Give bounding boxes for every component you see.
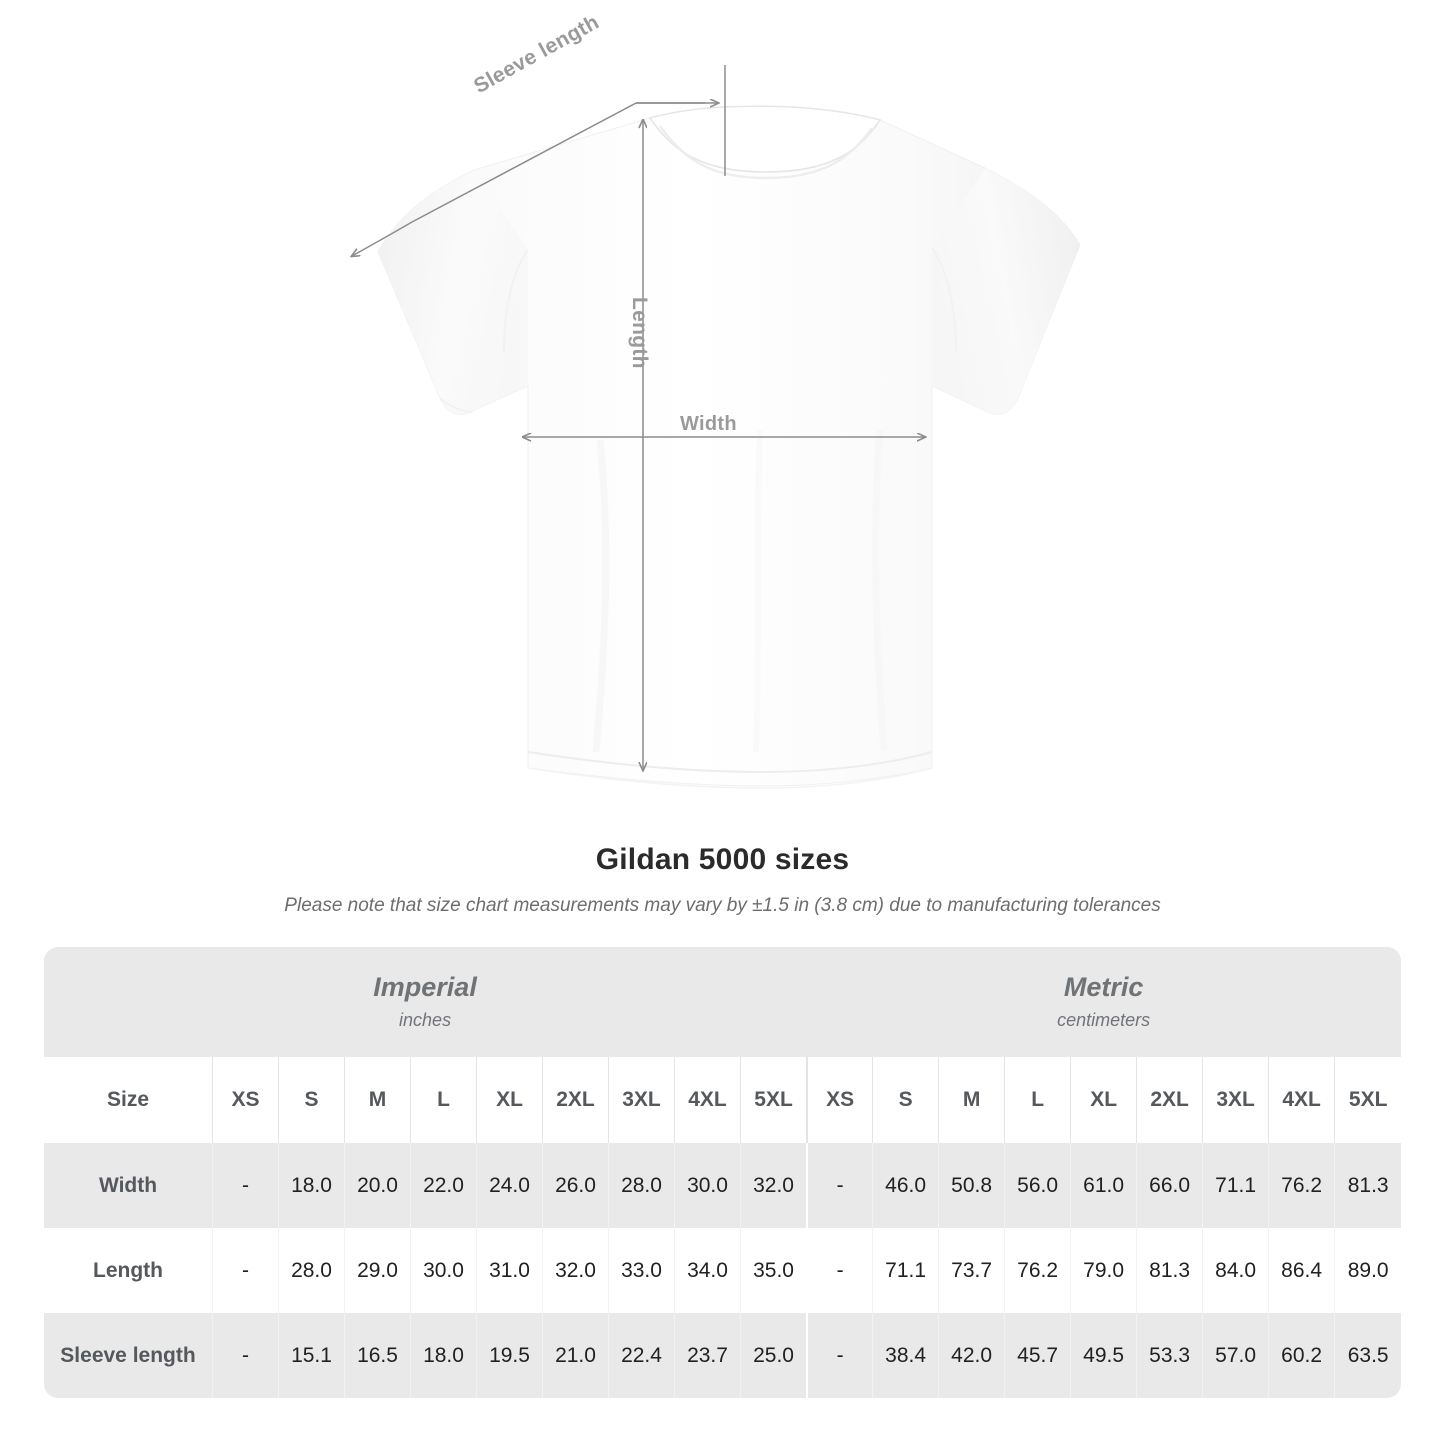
table-row: Width - 18.0 20.0 22.0 24.0 26.0 28.0 30…: [44, 1143, 1402, 1228]
cell-sleeve-imperial-3xl: 22.4: [608, 1313, 674, 1398]
cell-length-imperial-l: 30.0: [410, 1228, 476, 1313]
header-metric-4xl: 4XL: [1268, 1057, 1335, 1143]
width-label: Width: [680, 413, 737, 435]
row-label-width: Width: [44, 1143, 212, 1228]
cell-sleeve-imperial-xs: -: [212, 1313, 278, 1398]
cell-sleeve-imperial-4xl: 23.7: [674, 1313, 740, 1398]
cell-sleeve-metric-xl: 49.5: [1070, 1313, 1137, 1398]
cell-length-imperial-m: 29.0: [344, 1228, 410, 1313]
cell-width-imperial-3xl: 28.0: [608, 1143, 674, 1228]
cell-length-metric-4xl: 86.4: [1268, 1228, 1335, 1313]
cell-sleeve-metric-l: 45.7: [1004, 1313, 1071, 1398]
cell-sleeve-metric-m: 42.0: [938, 1313, 1005, 1398]
unit-name-metric: Metric: [1063, 971, 1144, 1002]
cell-width-metric-m: 50.8: [938, 1143, 1005, 1228]
tolerance-note: Please note that size chart measurements…: [284, 895, 1161, 916]
cell-sleeve-imperial-l: 18.0: [410, 1313, 476, 1398]
header-metric-m: M: [938, 1057, 1005, 1143]
cell-width-metric-3xl: 71.1: [1202, 1143, 1269, 1228]
header-metric-3xl: 3XL: [1202, 1057, 1269, 1143]
tshirt-illustration: Sleeve length Length Width: [0, 10, 1081, 789]
header-imperial-4xl: 4XL: [674, 1057, 740, 1143]
unit-header-row: Imperial inches Metric centimeters: [44, 947, 1402, 1057]
unit-cell-imperial: Imperial inches: [44, 947, 807, 1057]
cell-width-metric-xl: 61.0: [1070, 1143, 1137, 1228]
cell-width-imperial-4xl: 30.0: [674, 1143, 740, 1228]
table-row: Sleeve length - 15.1 16.5 18.0 19.5 21.0…: [44, 1313, 1402, 1398]
cell-length-metric-l: 76.2: [1004, 1228, 1071, 1313]
cell-width-imperial-xl: 24.0: [476, 1143, 542, 1228]
header-imperial-5xl: 5XL: [740, 1057, 807, 1143]
cell-length-metric-5xl: 89.0: [1334, 1228, 1402, 1313]
cell-length-imperial-4xl: 34.0: [674, 1228, 740, 1313]
tshirt-garment: [377, 105, 1081, 789]
header-imperial-s: S: [278, 1057, 344, 1143]
header-size-label: Size: [44, 1057, 212, 1143]
unit-name-imperial: Imperial: [373, 971, 477, 1002]
sleeve-dimension-line: [352, 65, 726, 256]
header-metric-xl: XL: [1070, 1057, 1137, 1143]
cell-length-metric-xs: -: [806, 1228, 873, 1313]
cell-sleeve-metric-2xl: 53.3: [1136, 1313, 1203, 1398]
tshirt-diagram-svg: [0, 65, 1081, 789]
size-header-row: Size XS S M L XL 2XL 3XL 4XL 5XL XS S M …: [44, 1057, 1402, 1143]
cell-sleeve-imperial-2xl: 21.0: [542, 1313, 608, 1398]
cell-length-imperial-xl: 31.0: [476, 1228, 542, 1313]
header-imperial-2xl: 2XL: [542, 1057, 608, 1143]
cell-length-imperial-3xl: 33.0: [608, 1228, 674, 1313]
cell-width-metric-l: 56.0: [1004, 1143, 1071, 1228]
cell-width-metric-2xl: 66.0: [1136, 1143, 1203, 1228]
cell-width-imperial-l: 22.0: [410, 1143, 476, 1228]
page-title: Gildan 5000 sizes: [595, 843, 850, 876]
cell-width-metric-4xl: 76.2: [1268, 1143, 1335, 1228]
unit-cell-metric: Metric centimeters: [806, 947, 1402, 1057]
row-label-length: Length: [44, 1228, 212, 1313]
header-imperial-3xl: 3XL: [608, 1057, 674, 1143]
length-label: Length: [628, 297, 651, 369]
unit-sub-metric: centimeters: [1057, 1010, 1151, 1031]
cell-length-imperial-s: 28.0: [278, 1228, 344, 1313]
cell-sleeve-metric-4xl: 60.2: [1268, 1313, 1335, 1398]
row-label-sleeve-length: Sleeve length: [44, 1313, 212, 1398]
header-metric-xs: XS: [806, 1057, 873, 1143]
cell-length-imperial-5xl: 35.0: [740, 1228, 807, 1313]
cell-width-imperial-s: 18.0: [278, 1143, 344, 1228]
header-imperial-m: M: [344, 1057, 410, 1143]
header-imperial-xs: XS: [212, 1057, 278, 1143]
cell-sleeve-imperial-xl: 19.5: [476, 1313, 542, 1398]
header-metric-5xl: 5XL: [1334, 1057, 1402, 1143]
cell-width-metric-5xl: 81.3: [1334, 1143, 1402, 1228]
size-chart-table: Imperial inches Metric centimeters Size …: [44, 947, 1402, 1398]
chart-heading-block: Gildan 5000 sizes Please note that size …: [0, 843, 1445, 917]
cell-length-metric-2xl: 81.3: [1136, 1228, 1203, 1313]
header-metric-2xl: 2XL: [1136, 1057, 1203, 1143]
cell-width-metric-xs: -: [806, 1143, 873, 1228]
cell-length-metric-m: 73.7: [938, 1228, 1005, 1313]
cell-sleeve-metric-3xl: 57.0: [1202, 1313, 1269, 1398]
cell-length-imperial-xs: -: [212, 1228, 278, 1313]
cell-length-metric-xl: 79.0: [1070, 1228, 1137, 1313]
cell-width-imperial-xs: -: [212, 1143, 278, 1228]
size-table-container: Imperial inches Metric centimeters Size …: [44, 947, 1402, 1398]
unit-sub-imperial: inches: [399, 1010, 452, 1031]
cell-sleeve-imperial-m: 16.5: [344, 1313, 410, 1398]
header-imperial-l: L: [410, 1057, 476, 1143]
cell-sleeve-imperial-s: 15.1: [278, 1313, 344, 1398]
header-metric-l: L: [1004, 1057, 1071, 1143]
cell-sleeve-metric-xs: -: [806, 1313, 873, 1398]
cell-width-metric-s: 46.0: [872, 1143, 939, 1228]
cell-width-imperial-2xl: 26.0: [542, 1143, 608, 1228]
cell-width-imperial-5xl: 32.0: [740, 1143, 807, 1228]
header-metric-s: S: [872, 1057, 939, 1143]
cell-sleeve-metric-s: 38.4: [872, 1313, 939, 1398]
cell-length-metric-3xl: 84.0: [1202, 1228, 1269, 1313]
cell-width-imperial-m: 20.0: [344, 1143, 410, 1228]
cell-length-metric-s: 71.1: [872, 1228, 939, 1313]
table-row: Length - 28.0 29.0 30.0 31.0 32.0 33.0 3…: [44, 1228, 1402, 1313]
header-imperial-xl: XL: [476, 1057, 542, 1143]
cell-length-imperial-2xl: 32.0: [542, 1228, 608, 1313]
cell-sleeve-metric-5xl: 63.5: [1334, 1313, 1402, 1398]
cell-sleeve-imperial-5xl: 25.0: [740, 1313, 807, 1398]
